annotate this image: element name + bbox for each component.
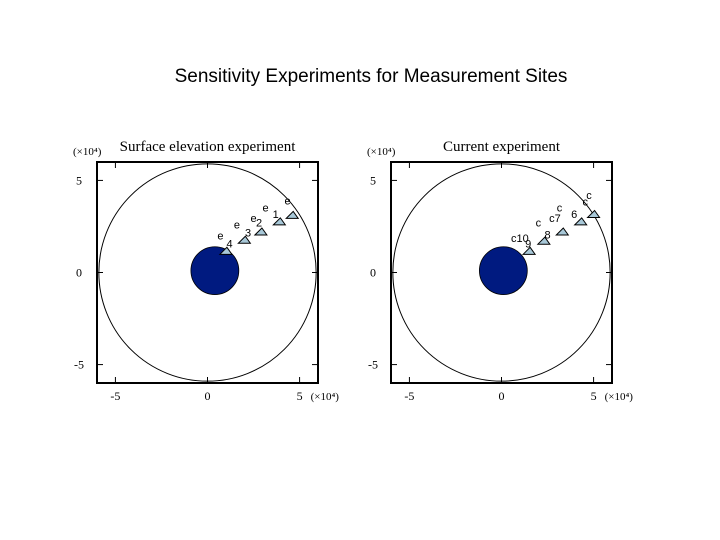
site-label: e — [262, 203, 268, 215]
current-panel: Current experiment -5 0 5 5 0 -5 (×10⁴) (×10⁴) c1… — [367, 139, 633, 403]
site-label: c — [586, 190, 592, 202]
figure-title: Sensitivity Experiments for Measurement … — [175, 66, 568, 87]
site-label: 4 — [227, 239, 233, 251]
site-label: 2 — [256, 217, 262, 229]
x-tick-label: 0 — [499, 389, 505, 403]
site-label: e — [217, 230, 223, 242]
panels-group: Surface elevation experiment -5 0 5 5 0 -5 (×10… — [73, 139, 633, 403]
site-label: 9 — [525, 239, 531, 251]
site-label: e — [285, 195, 291, 207]
x-tick-label: -5 — [110, 389, 120, 403]
site-label: c — [583, 196, 589, 208]
x-tick-label: 5 — [591, 389, 597, 403]
y-scale-label: (×10⁴) — [73, 146, 102, 158]
y-tick-label: 0 — [370, 266, 376, 280]
site-label: 1 — [273, 209, 279, 221]
site-marker — [272, 217, 287, 226]
site-label: 8 — [544, 229, 550, 241]
island — [479, 246, 528, 295]
x-tick-label: 0 — [205, 389, 211, 403]
site-label: 3 — [245, 228, 251, 240]
site-label: c7 — [549, 213, 561, 225]
x-tick-label: 5 — [297, 389, 303, 403]
site-label: e — [234, 219, 240, 231]
site-marker — [237, 235, 252, 244]
y-tick-label: -5 — [74, 358, 84, 372]
site-marker — [521, 246, 537, 255]
site-marker — [555, 227, 570, 236]
y-tick-label: 0 — [76, 266, 82, 280]
site-marker — [253, 227, 268, 236]
y-tick-label: 5 — [370, 173, 376, 187]
site-label: c10 — [511, 233, 529, 245]
site-label: 6 — [571, 209, 577, 221]
y-tick-label: 5 — [76, 173, 82, 187]
x-scale-label: (×10⁴) — [605, 391, 634, 403]
site-label: c — [557, 203, 563, 215]
surface-elevation-panel: Surface elevation experiment -5 0 5 5 0 -5 (×10… — [73, 139, 339, 403]
site-marker — [573, 217, 588, 226]
site-marker — [285, 210, 300, 219]
island — [190, 246, 240, 295]
y-scale-label: (×10⁴) — [367, 146, 396, 158]
x-scale-label: (×10⁴) — [311, 391, 340, 403]
site-label: c — [536, 217, 542, 229]
site-label: e — [250, 213, 256, 225]
site-marker — [218, 246, 233, 255]
y-tick-label: -5 — [368, 358, 378, 372]
site-marker — [586, 209, 601, 218]
site-marker — [536, 236, 551, 245]
panel-title: Current experiment — [443, 139, 561, 155]
panel-title: Surface elevation experiment — [120, 139, 297, 155]
x-tick-label: -5 — [404, 389, 414, 403]
